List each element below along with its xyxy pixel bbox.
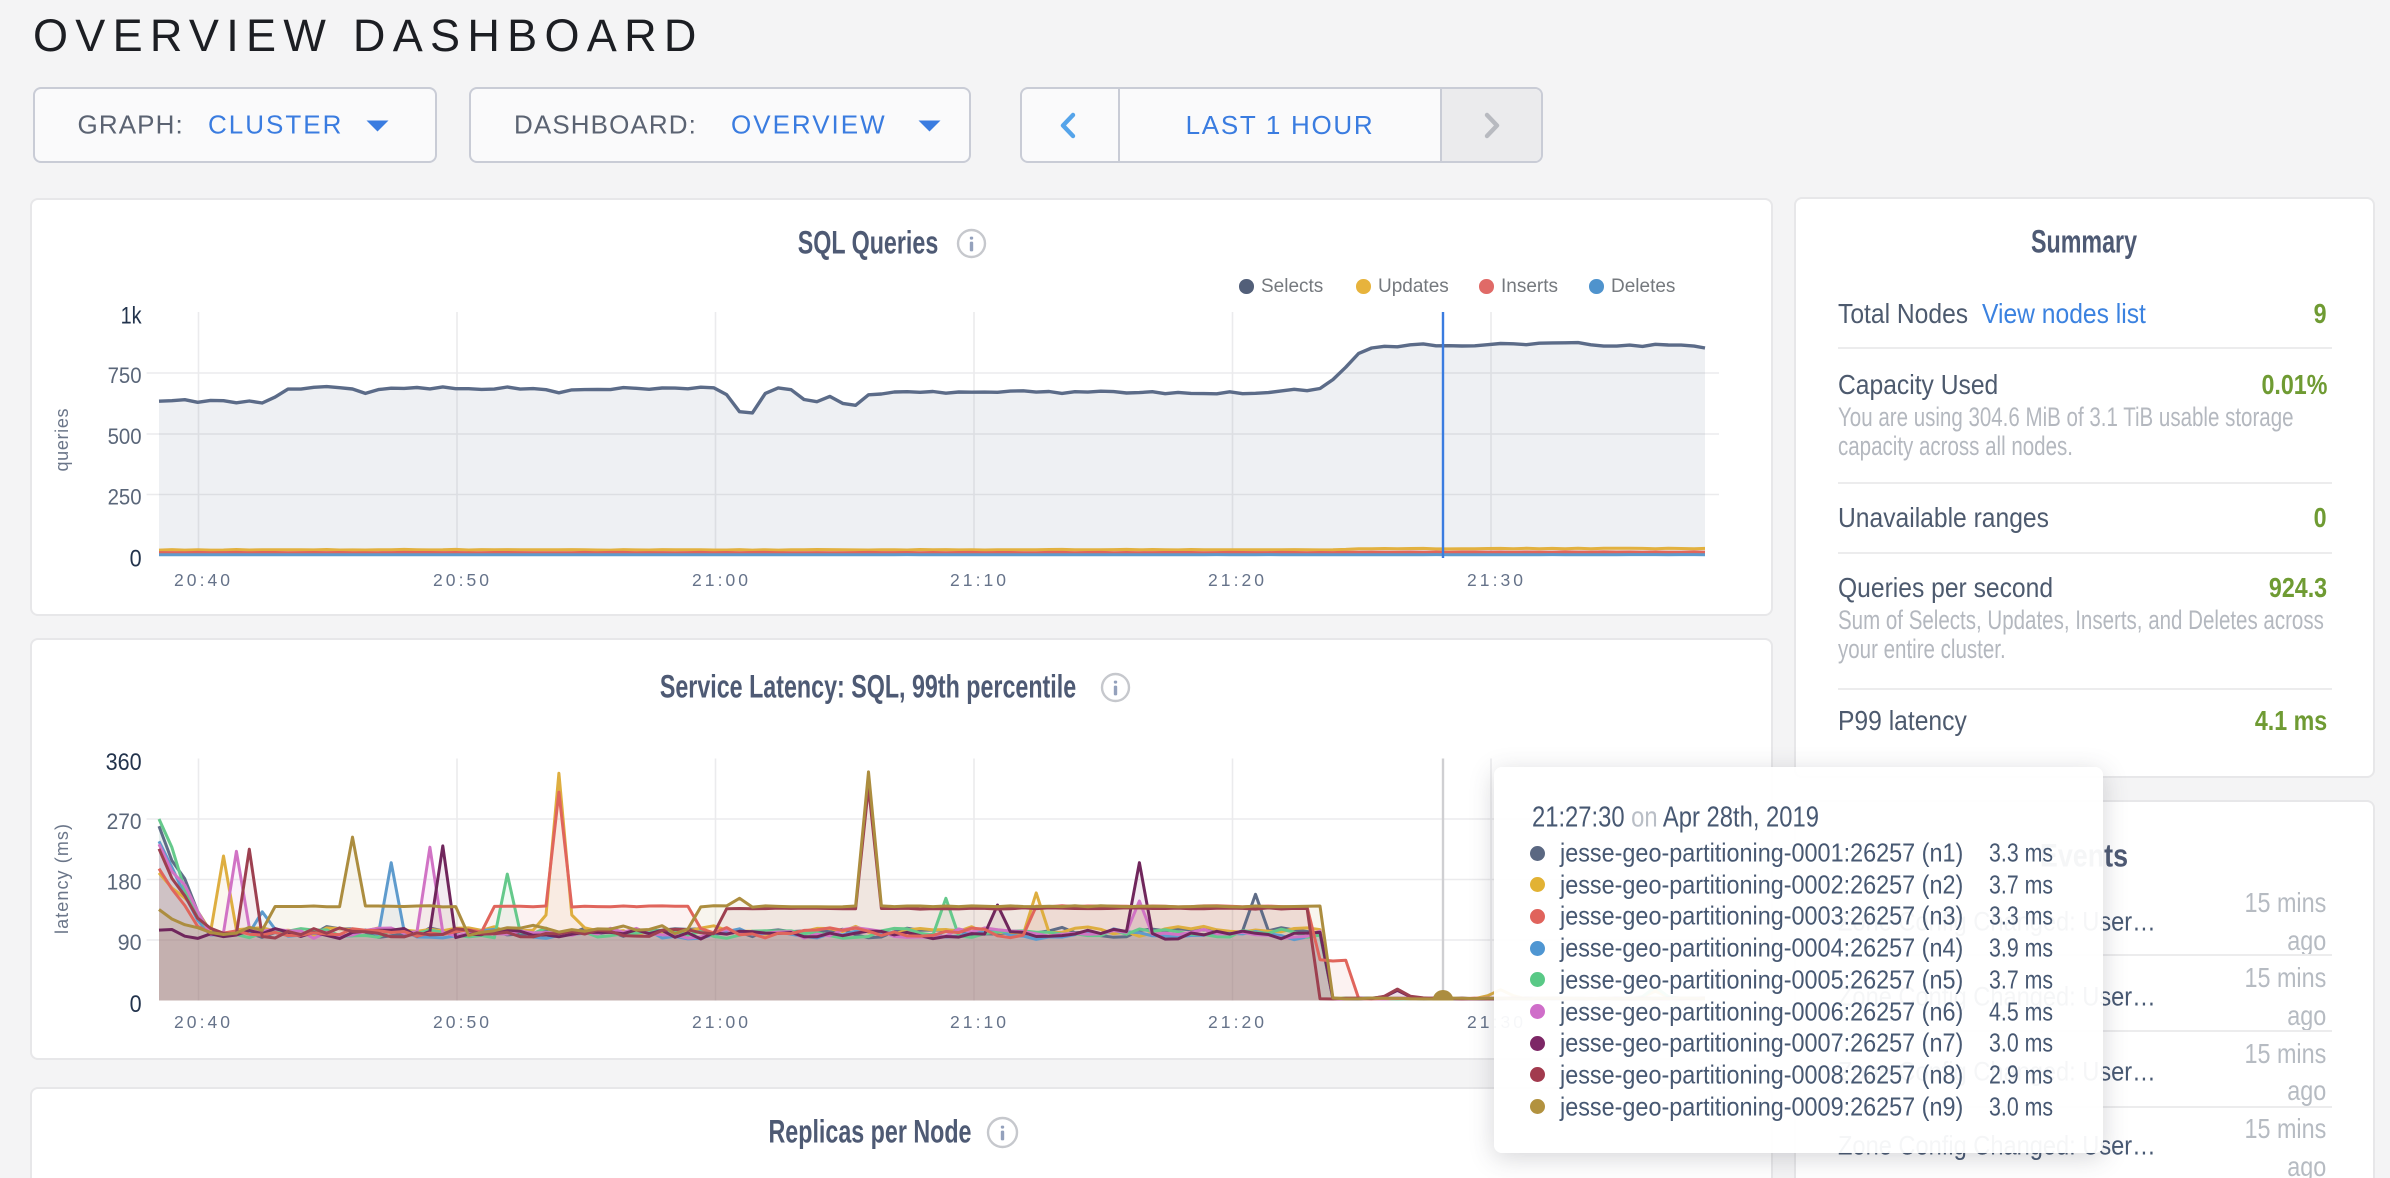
svg-text:latency (ms): latency (ms) <box>52 824 72 934</box>
svg-text:500: 500 <box>108 424 142 449</box>
svg-text:20:50: 20:50 <box>433 1012 489 1032</box>
svg-text:0: 0 <box>130 991 142 1018</box>
svg-text:20:40: 20:40 <box>174 570 230 590</box>
svg-text:21:00: 21:00 <box>692 570 748 590</box>
svg-text:750: 750 <box>108 363 142 388</box>
svg-text:360: 360 <box>106 749 142 776</box>
svg-text:21:00: 21:00 <box>692 1012 748 1032</box>
svg-text:20:40: 20:40 <box>174 1012 230 1032</box>
svg-text:270: 270 <box>107 809 142 834</box>
svg-text:queries: queries <box>52 409 72 472</box>
svg-text:21:30: 21:30 <box>1467 570 1523 590</box>
svg-text:21:20: 21:20 <box>1208 570 1264 590</box>
svg-text:21:10: 21:10 <box>950 1012 1006 1032</box>
svg-text:180: 180 <box>107 870 142 895</box>
svg-text:1k: 1k <box>121 303 143 330</box>
svg-text:0: 0 <box>130 546 142 573</box>
svg-text:21:10: 21:10 <box>950 570 1006 590</box>
svg-text:20:50: 20:50 <box>433 570 489 590</box>
svg-text:21:20: 21:20 <box>1208 1012 1264 1032</box>
svg-text:90: 90 <box>118 930 142 955</box>
svg-text:250: 250 <box>108 485 142 510</box>
